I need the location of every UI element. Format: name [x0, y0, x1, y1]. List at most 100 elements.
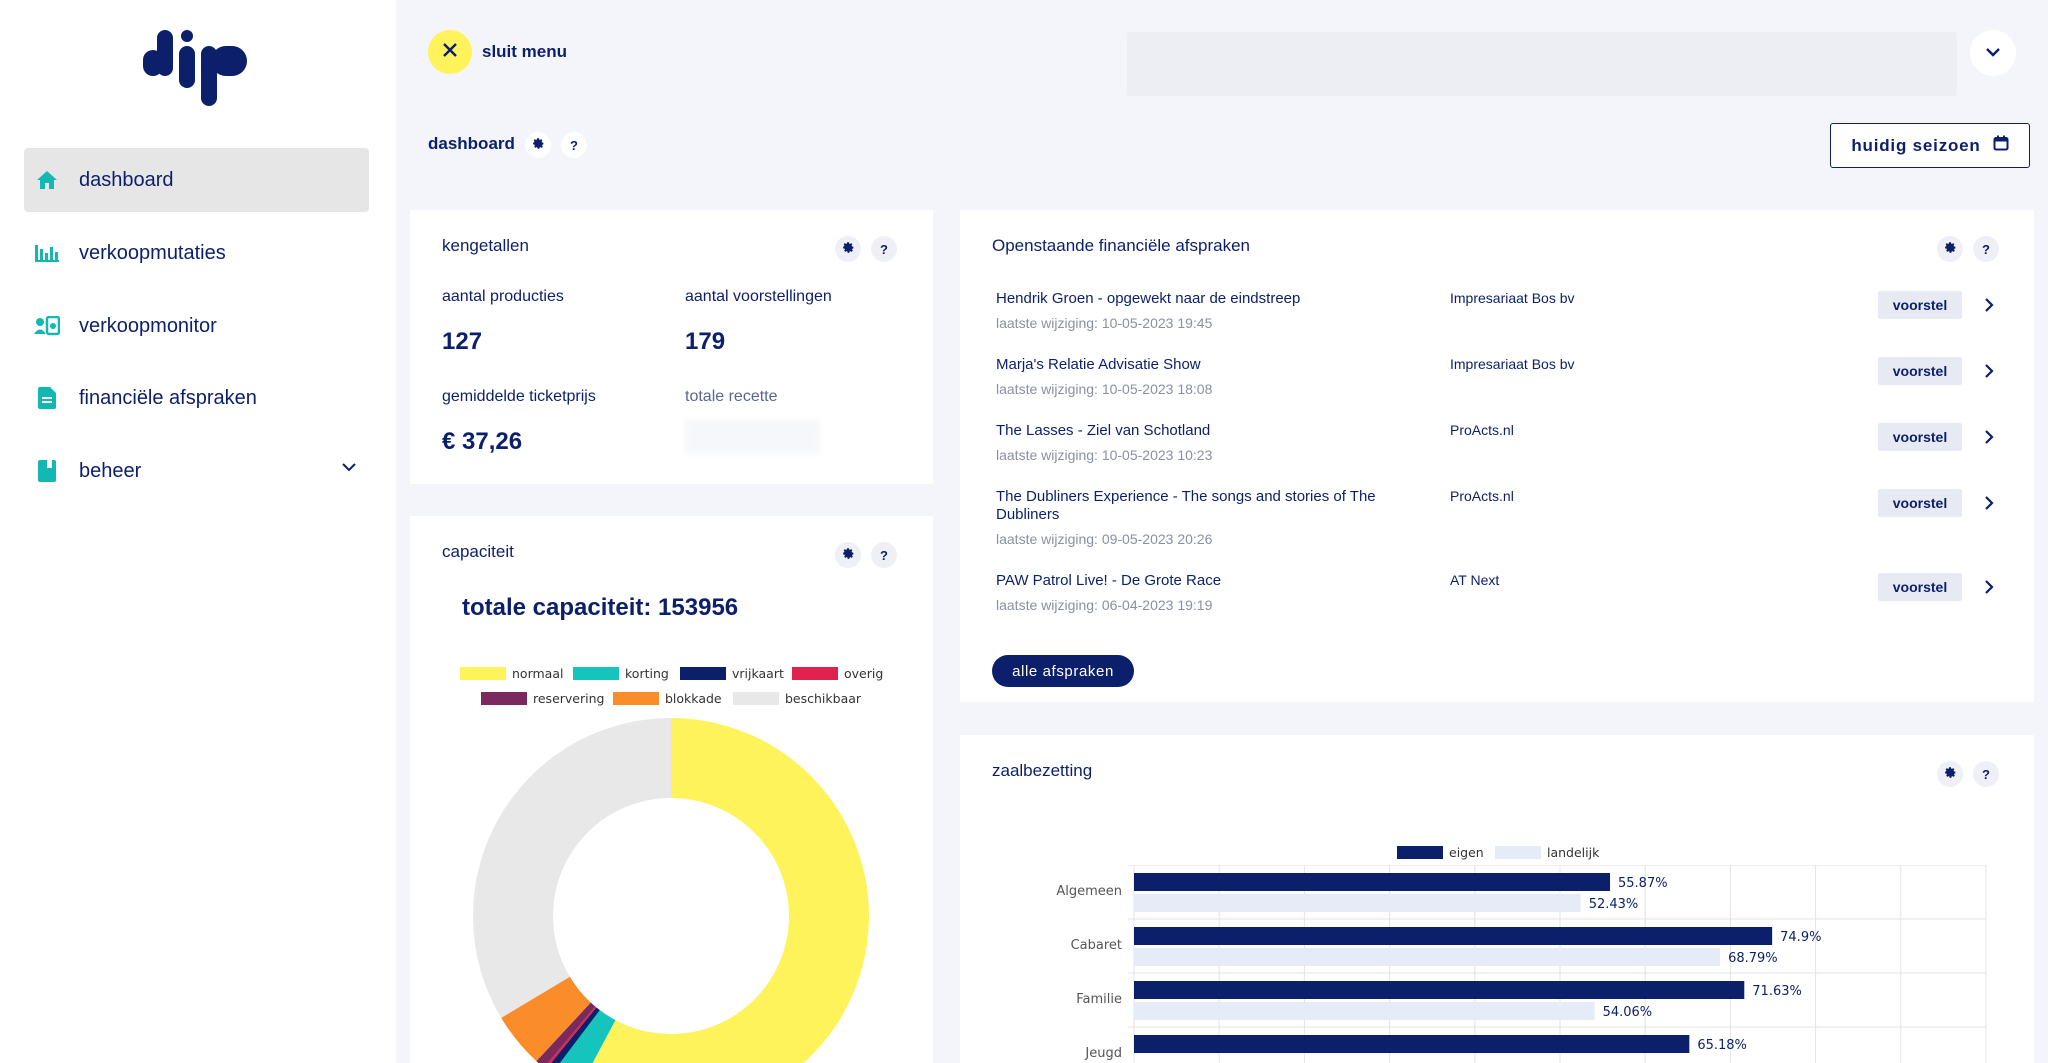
legend-reservering[interactable]: reservering — [481, 691, 604, 706]
agreement-date: laatste wijziging: 09-05-2023 20:26 — [996, 531, 1213, 547]
performances-label: aantal voorstellingen — [685, 288, 832, 305]
help-button[interactable]: ? — [1973, 761, 1999, 787]
help-icon: ? — [880, 241, 888, 257]
bar-value-label: 68.79% — [1728, 951, 1778, 966]
settings-button[interactable] — [1937, 761, 1963, 787]
home-icon — [34, 167, 60, 193]
sidebar-item-financiele-afspraken[interactable]: financiële afspraken — [24, 366, 369, 430]
legend-swatch — [1397, 846, 1443, 859]
all-agreements-button[interactable]: alle afspraken — [992, 655, 1134, 687]
donut-slice-overig[interactable] — [544, 1006, 597, 1063]
revenue-label: totale recette — [685, 388, 778, 405]
gear-icon — [1944, 766, 1957, 782]
avg-price-label: gemiddelde ticketprijs — [442, 388, 596, 405]
card-title: capaciteit — [442, 542, 514, 561]
legend-overig[interactable]: overig — [792, 666, 883, 681]
agreement-company: Impresariaat Bos bv — [1450, 356, 1575, 372]
donut-slice-blokkade[interactable] — [501, 976, 591, 1062]
season-button-label: huidig seizoen — [1851, 135, 1981, 155]
settings-button[interactable] — [1937, 236, 1963, 262]
chevron-right-icon[interactable] — [1980, 296, 1998, 314]
chevron-right-icon[interactable] — [1980, 494, 1998, 512]
agreement-row[interactable]: The Lasses - Ziel van Schotland laatste … — [960, 422, 2010, 482]
agreement-company: ProActs.nl — [1450, 488, 1514, 504]
page-help-button[interactable]: ? — [561, 132, 587, 158]
legend-landelijk[interactable]: landelijk — [1495, 845, 1599, 860]
bar-eigen-Cabaret[interactable] — [1134, 927, 1773, 945]
bar-chart-icon — [34, 240, 60, 266]
legend-vrijkaart[interactable]: vrijkaart — [680, 666, 784, 681]
agreement-title[interactable]: The Lasses - Ziel van Schotland — [996, 422, 1211, 439]
help-button[interactable]: ? — [871, 542, 897, 568]
help-icon: ? — [1982, 766, 1990, 782]
chevron-down-icon — [1985, 44, 2001, 62]
help-button[interactable]: ? — [871, 236, 897, 262]
status-badge[interactable]: voorstel — [1878, 573, 1962, 601]
agreement-row[interactable]: PAW Patrol Live! - De Grote Race laatste… — [960, 572, 2010, 632]
agreement-date: laatste wijziging: 10-05-2023 10:23 — [996, 447, 1213, 463]
page-settings-button[interactable] — [525, 132, 551, 158]
donut-slice-korting[interactable] — [552, 1010, 616, 1063]
agreement-company: Impresariaat Bos bv — [1450, 290, 1575, 306]
legend-normaal[interactable]: normaal — [460, 666, 563, 681]
donut-slice-beschikbaar[interactable] — [473, 718, 671, 1018]
help-icon: ? — [1982, 241, 1990, 257]
agreement-row[interactable]: Marja's Relatie Advisatie Show laatste w… — [960, 356, 2010, 416]
gear-icon — [1944, 241, 1957, 257]
category-label: Algemeen — [1056, 884, 1122, 899]
chevron-down-icon[interactable] — [341, 459, 357, 477]
sidebar-item-label: financiële afspraken — [79, 386, 257, 409]
donut-slice-vrijkaart[interactable] — [546, 1007, 600, 1063]
agreement-title[interactable]: Marja's Relatie Advisatie Show — [996, 356, 1201, 373]
legend-korting[interactable]: korting — [573, 666, 669, 681]
bar-eigen-Jeugd[interactable] — [1134, 1035, 1690, 1053]
sidebar-item-label: verkoopmonitor — [79, 314, 217, 337]
sidebar-item-dashboard[interactable]: dashboard — [24, 148, 369, 212]
sidebar-item-verkoopmonitor[interactable]: verkoopmonitor — [24, 294, 369, 358]
agreement-row[interactable]: Hendrik Groen - opgewekt naar de eindstr… — [960, 290, 2010, 350]
category-label: Jeugd — [1084, 1046, 1122, 1061]
donut-slice-reservering[interactable] — [536, 1002, 596, 1063]
legend-eigen[interactable]: eigen — [1397, 845, 1484, 860]
productions-label: aantal producties — [442, 288, 564, 305]
sidebar-item-beheer[interactable]: beheer — [24, 439, 369, 503]
help-button[interactable]: ? — [1973, 236, 1999, 262]
chevron-right-icon[interactable] — [1980, 362, 1998, 380]
agreement-title[interactable]: PAW Patrol Live! - De Grote Race — [996, 572, 1222, 589]
donut-slice-normaal[interactable] — [578, 718, 869, 1063]
gear-icon — [532, 137, 545, 153]
gear-icon — [842, 241, 855, 257]
legend-beschikbaar[interactable]: beschikbaar — [733, 691, 861, 706]
legend-label: eigen — [1449, 845, 1484, 860]
legend-swatch — [573, 667, 619, 680]
chevron-right-icon[interactable] — [1980, 428, 1998, 446]
financial-agreements-card: Openstaande financiële afspraken ? Hendr… — [960, 210, 2034, 702]
legend-swatch — [1495, 846, 1541, 859]
agreement-row[interactable]: The Dubliners Experience - The songs and… — [960, 488, 2010, 568]
sidebar-item-verkoopmutaties[interactable]: verkoopmutaties — [24, 221, 369, 285]
legend-blokkade[interactable]: blokkade — [613, 691, 722, 706]
status-badge[interactable]: voorstel — [1878, 291, 1962, 319]
agreement-title[interactable]: Hendrik Groen - opgewekt naar de eindstr… — [996, 290, 1301, 307]
bar-eigen-Familie[interactable] — [1134, 981, 1745, 999]
close-menu-button[interactable] — [428, 30, 472, 74]
profile-dropdown-button[interactable] — [1970, 30, 2016, 76]
status-badge[interactable]: voorstel — [1878, 423, 1962, 451]
settings-button[interactable] — [835, 542, 861, 568]
chevron-right-icon[interactable] — [1980, 578, 1998, 596]
settings-button[interactable] — [835, 236, 861, 262]
bar-landelijk-Cabaret[interactable] — [1134, 948, 1721, 966]
close-menu-label[interactable]: sluit menu — [482, 42, 568, 61]
bar-landelijk-Algemeen[interactable] — [1134, 894, 1581, 912]
sidebar: dashboard verkoopmutaties verkoopmonitor… — [0, 0, 396, 1063]
card-title: zaalbezetting — [992, 761, 1093, 780]
agreement-title[interactable]: The Dubliners Experience - The songs and… — [996, 488, 1376, 523]
bar-landelijk-Familie[interactable] — [1134, 1002, 1595, 1020]
bar-eigen-Algemeen[interactable] — [1134, 873, 1611, 891]
season-button[interactable]: huidig seizoen — [1830, 123, 2030, 168]
search-bar[interactable] — [1127, 32, 1957, 96]
legend-label: landelijk — [1547, 845, 1600, 860]
sidebar-item-label: verkoopmutaties — [79, 241, 226, 264]
status-badge[interactable]: voorstel — [1878, 357, 1962, 385]
status-badge[interactable]: voorstel — [1878, 489, 1962, 517]
